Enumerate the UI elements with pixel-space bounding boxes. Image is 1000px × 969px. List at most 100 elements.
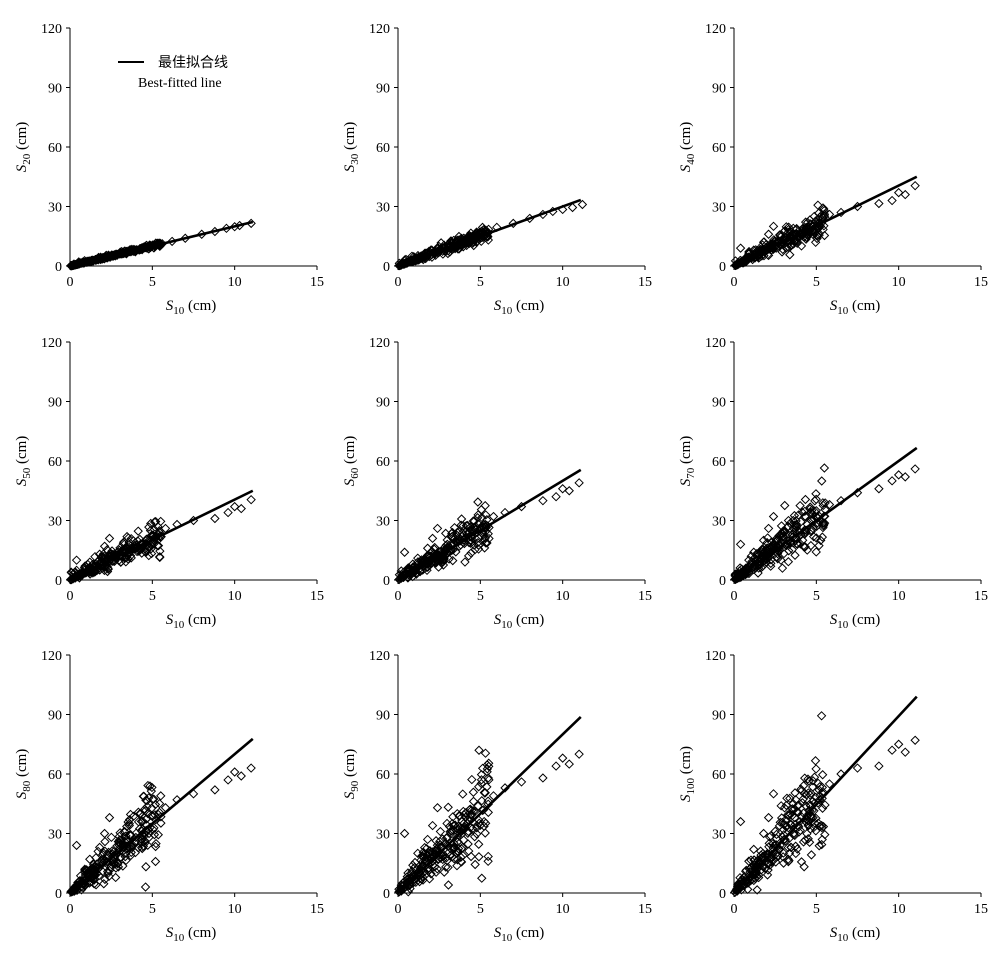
x-tick-label: 10 — [892, 902, 906, 917]
y-axis-label: S70 (cm) — [678, 436, 697, 487]
data-point — [113, 862, 124, 872]
data-point — [473, 497, 483, 507]
data-point — [141, 862, 151, 872]
data-point — [797, 535, 808, 545]
data-point — [100, 251, 111, 261]
data-point — [781, 242, 792, 253]
data-point — [229, 767, 240, 777]
y-tick-label: 0 — [55, 887, 62, 902]
data-point — [800, 494, 811, 505]
y-tick-label: 30 — [376, 828, 390, 843]
y-tick-label: 90 — [48, 396, 62, 411]
data-point — [852, 763, 863, 773]
data-point — [751, 858, 761, 869]
data-point — [480, 500, 490, 511]
data-point — [402, 871, 413, 882]
data-point — [453, 843, 464, 854]
data-point — [223, 775, 233, 785]
data-point — [481, 510, 491, 520]
data-point — [456, 844, 467, 854]
data-point — [152, 541, 163, 551]
data-point — [468, 238, 478, 248]
data-point — [153, 830, 164, 840]
x-tick-label: 5 — [149, 275, 156, 290]
y-axis-label: S40 (cm) — [678, 122, 697, 173]
panel-s100: 0 5 10 15 0 30 60 90 120 S10 (cm) S100 (cm) — [678, 649, 988, 944]
data-point — [81, 866, 92, 876]
data-point — [783, 242, 794, 252]
data-point — [752, 885, 762, 895]
data-point — [817, 834, 827, 845]
y-tick-label: 0 — [719, 574, 726, 589]
x-tick-label: 0 — [395, 589, 402, 604]
data-point — [781, 222, 792, 232]
data-point — [887, 476, 897, 486]
data-point — [800, 835, 810, 845]
data-point — [153, 522, 163, 532]
x-tick-label: 0 — [731, 275, 738, 290]
data-point — [817, 770, 828, 780]
data-point — [484, 758, 494, 768]
data-point — [774, 821, 785, 831]
data-point — [229, 501, 240, 512]
data-point — [123, 817, 133, 827]
data-point — [799, 788, 809, 799]
data-point — [474, 745, 484, 755]
data-point — [438, 560, 449, 570]
x-axis-label: S10 (cm) — [830, 925, 881, 944]
y-tick-label: 60 — [712, 141, 726, 156]
data-point — [443, 880, 454, 890]
data-point — [126, 850, 136, 861]
data-point — [813, 200, 823, 210]
data-point — [424, 874, 435, 884]
data-point — [442, 856, 452, 866]
data-point — [788, 523, 799, 534]
data-point — [735, 539, 746, 550]
data-point — [800, 511, 811, 522]
x-axis-label: S10 (cm) — [830, 612, 881, 631]
data-point — [463, 828, 473, 838]
x-tick-label: 15 — [974, 589, 988, 604]
data-point — [449, 854, 459, 864]
y-tick-label: 90 — [712, 396, 726, 411]
data-point — [795, 500, 805, 511]
data-point — [753, 548, 763, 559]
panel-s30: 0 5 10 15 0 30 60 90 120 S10 (cm) S30 (cm) — [342, 22, 652, 317]
data-point — [431, 867, 441, 877]
data-point — [125, 830, 136, 841]
y-tick-label: 120 — [705, 336, 726, 351]
x-tick-label: 5 — [477, 589, 484, 604]
data-point — [887, 745, 897, 755]
data-point — [439, 867, 449, 877]
data-point — [146, 518, 156, 529]
data-point — [467, 774, 477, 785]
data-point — [146, 811, 157, 821]
data-point — [100, 836, 110, 847]
y-tick-label: 120 — [705, 22, 726, 37]
data-point — [807, 509, 818, 519]
data-point — [790, 804, 800, 814]
data-point — [778, 852, 788, 862]
y-tick-label: 90 — [712, 82, 726, 97]
y-tick-label: 90 — [712, 709, 726, 724]
y-tick-label: 30 — [376, 201, 390, 216]
data-point — [803, 816, 813, 826]
data-point — [102, 850, 113, 860]
x-tick-label: 10 — [228, 589, 242, 604]
data-point — [818, 203, 828, 213]
data-point — [818, 498, 828, 508]
data-point — [477, 873, 487, 883]
data-point — [116, 557, 126, 567]
data-point — [454, 810, 465, 821]
data-point — [463, 551, 474, 561]
data-point — [771, 857, 781, 867]
data-point — [103, 868, 113, 879]
data-point — [811, 230, 822, 241]
data-point — [432, 523, 443, 534]
data-point — [91, 853, 101, 863]
data-point — [435, 826, 446, 837]
data-point — [443, 802, 453, 812]
data-point — [483, 235, 494, 245]
data-point — [874, 484, 884, 494]
data-point — [900, 747, 910, 757]
